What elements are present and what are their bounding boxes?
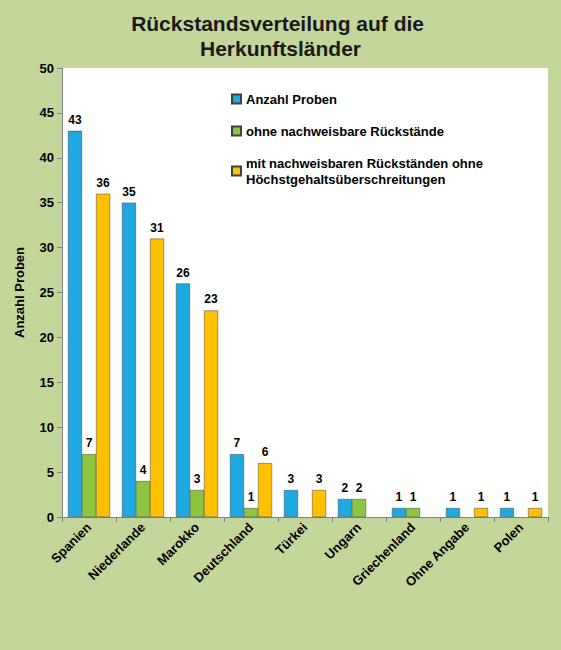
svg-text:26: 26 xyxy=(176,266,190,280)
svg-text:40: 40 xyxy=(40,150,54,165)
svg-text:Türkei: Türkei xyxy=(272,520,310,558)
svg-text:1: 1 xyxy=(450,490,457,504)
svg-text:Ungarn: Ungarn xyxy=(322,520,365,563)
svg-text:Marokko: Marokko xyxy=(154,520,202,568)
svg-text:50: 50 xyxy=(40,61,54,76)
svg-text:20: 20 xyxy=(40,330,54,345)
svg-text:mit nachweisbaren Rückständen: mit nachweisbaren Rückständen ohne xyxy=(246,156,487,171)
svg-text:45: 45 xyxy=(40,105,54,120)
svg-text:1: 1 xyxy=(504,490,511,504)
svg-text:7: 7 xyxy=(86,436,93,450)
svg-text:Rückstandsverteilung auf die: Rückstandsverteilung auf die xyxy=(131,12,430,35)
svg-text:4: 4 xyxy=(140,463,147,477)
svg-text:35: 35 xyxy=(122,185,136,199)
svg-text:23: 23 xyxy=(204,292,218,306)
svg-text:Polen: Polen xyxy=(491,520,527,556)
svg-text:Deutschland: Deutschland xyxy=(191,520,257,586)
svg-text:1: 1 xyxy=(478,490,485,504)
svg-text:3: 3 xyxy=(194,472,201,486)
svg-text:6: 6 xyxy=(262,445,269,459)
svg-text:0: 0 xyxy=(47,510,54,525)
svg-text:1: 1 xyxy=(410,490,417,504)
svg-text:43: 43 xyxy=(68,113,82,127)
svg-text:Spanien: Spanien xyxy=(48,520,94,566)
svg-text:Griechenland: Griechenland xyxy=(349,519,419,589)
svg-text:1: 1 xyxy=(396,490,403,504)
svg-text:5: 5 xyxy=(47,465,54,480)
svg-text:1: 1 xyxy=(532,490,539,504)
svg-text:3: 3 xyxy=(288,472,295,486)
svg-text:Anzahl Proben: Anzahl Proben xyxy=(12,247,27,338)
svg-text:15: 15 xyxy=(40,375,54,390)
svg-text:31: 31 xyxy=(150,221,164,235)
svg-text:2: 2 xyxy=(356,481,363,495)
svg-text:1: 1 xyxy=(248,490,255,504)
svg-text:10: 10 xyxy=(40,420,54,435)
svg-text:Ohne Angabe: Ohne Angabe xyxy=(402,520,472,590)
svg-text:Höchstgehaltsüberschreitungen: Höchstgehaltsüberschreitungen xyxy=(246,172,445,187)
svg-text:3: 3 xyxy=(316,472,323,486)
svg-text:Anzahl Proben: Anzahl Proben xyxy=(246,92,337,107)
svg-text:35: 35 xyxy=(40,195,54,210)
svg-text:Niederlande: Niederlande xyxy=(85,520,148,583)
svg-text:Herkunftsländer: Herkunftsländer xyxy=(200,37,361,60)
svg-text:7: 7 xyxy=(234,436,241,450)
svg-text:30: 30 xyxy=(40,240,54,255)
svg-text:ohne nachweisbare Rückstände: ohne nachweisbare Rückstände xyxy=(246,124,444,139)
svg-text:25: 25 xyxy=(40,285,54,300)
svg-text:36: 36 xyxy=(96,176,110,190)
svg-text:2: 2 xyxy=(342,481,349,495)
